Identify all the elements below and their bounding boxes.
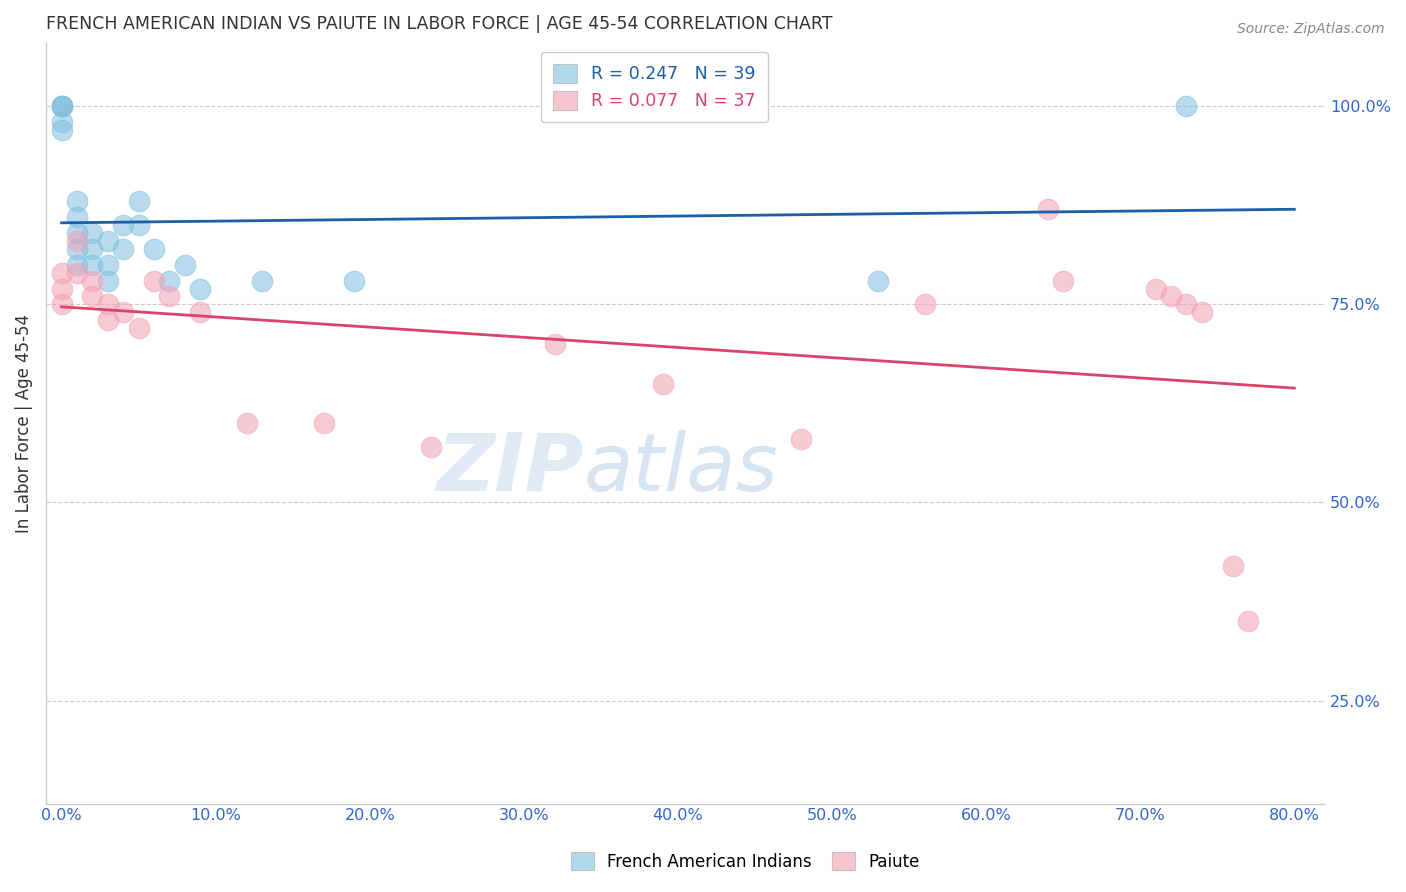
Point xyxy=(66,242,89,256)
Point xyxy=(97,258,120,272)
Point xyxy=(51,99,73,113)
Point xyxy=(651,376,673,391)
Point xyxy=(1175,297,1198,311)
Point xyxy=(128,218,150,232)
Point xyxy=(1175,99,1198,113)
Point xyxy=(1191,305,1213,319)
Point xyxy=(51,123,73,137)
Point xyxy=(312,416,335,430)
Point xyxy=(66,234,89,248)
Point xyxy=(82,242,104,256)
Point xyxy=(544,337,567,351)
Point xyxy=(420,440,443,454)
Point xyxy=(1222,558,1244,573)
Point xyxy=(1237,615,1260,629)
Point xyxy=(250,274,273,288)
Legend: R = 0.247   N = 39, R = 0.077   N = 37: R = 0.247 N = 39, R = 0.077 N = 37 xyxy=(541,52,768,122)
Point xyxy=(51,281,73,295)
Point xyxy=(343,274,366,288)
Point xyxy=(97,297,120,311)
Point xyxy=(82,274,104,288)
Text: ZIP: ZIP xyxy=(436,430,583,508)
Point xyxy=(51,297,73,311)
Point xyxy=(66,258,89,272)
Point xyxy=(112,242,135,256)
Point xyxy=(66,194,89,209)
Point xyxy=(66,266,89,280)
Point xyxy=(66,226,89,240)
Point xyxy=(188,281,211,295)
Point xyxy=(112,305,135,319)
Text: atlas: atlas xyxy=(583,430,778,508)
Point xyxy=(51,266,73,280)
Point xyxy=(868,274,890,288)
Text: Source: ZipAtlas.com: Source: ZipAtlas.com xyxy=(1237,22,1385,37)
Point xyxy=(97,313,120,327)
Point xyxy=(173,258,195,272)
Point xyxy=(143,274,166,288)
Point xyxy=(51,115,73,129)
Y-axis label: In Labor Force | Age 45-54: In Labor Force | Age 45-54 xyxy=(15,314,32,533)
Point xyxy=(1052,274,1074,288)
Point xyxy=(97,274,120,288)
Legend: French American Indians, Paiute: French American Indians, Paiute xyxy=(562,844,928,880)
Text: FRENCH AMERICAN INDIAN VS PAIUTE IN LABOR FORCE | AGE 45-54 CORRELATION CHART: FRENCH AMERICAN INDIAN VS PAIUTE IN LABO… xyxy=(46,15,832,33)
Point xyxy=(51,99,73,113)
Point xyxy=(82,289,104,303)
Point xyxy=(112,218,135,232)
Point xyxy=(143,242,166,256)
Point xyxy=(51,99,73,113)
Point xyxy=(159,274,181,288)
Point xyxy=(128,321,150,335)
Point xyxy=(128,194,150,209)
Point xyxy=(790,432,813,446)
Point xyxy=(97,234,120,248)
Point xyxy=(914,297,936,311)
Point xyxy=(82,226,104,240)
Point xyxy=(82,258,104,272)
Point xyxy=(1144,281,1167,295)
Point xyxy=(1160,289,1182,303)
Point xyxy=(235,416,257,430)
Point xyxy=(1036,202,1059,217)
Point xyxy=(188,305,211,319)
Point xyxy=(159,289,181,303)
Point xyxy=(66,211,89,225)
